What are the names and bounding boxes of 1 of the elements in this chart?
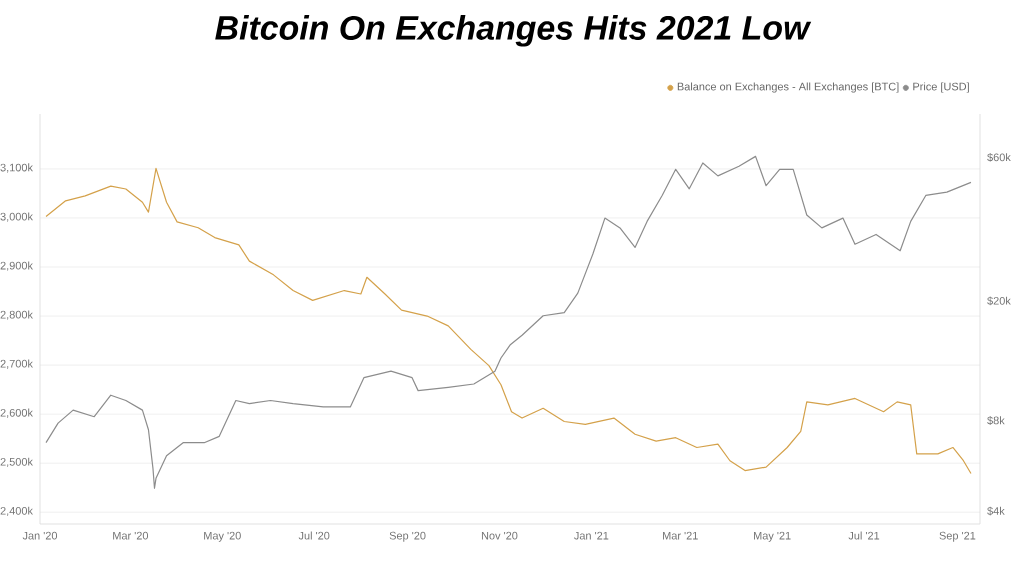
chart-title: Bitcoin On Exchanges Hits 2021 Low bbox=[215, 15, 812, 47]
